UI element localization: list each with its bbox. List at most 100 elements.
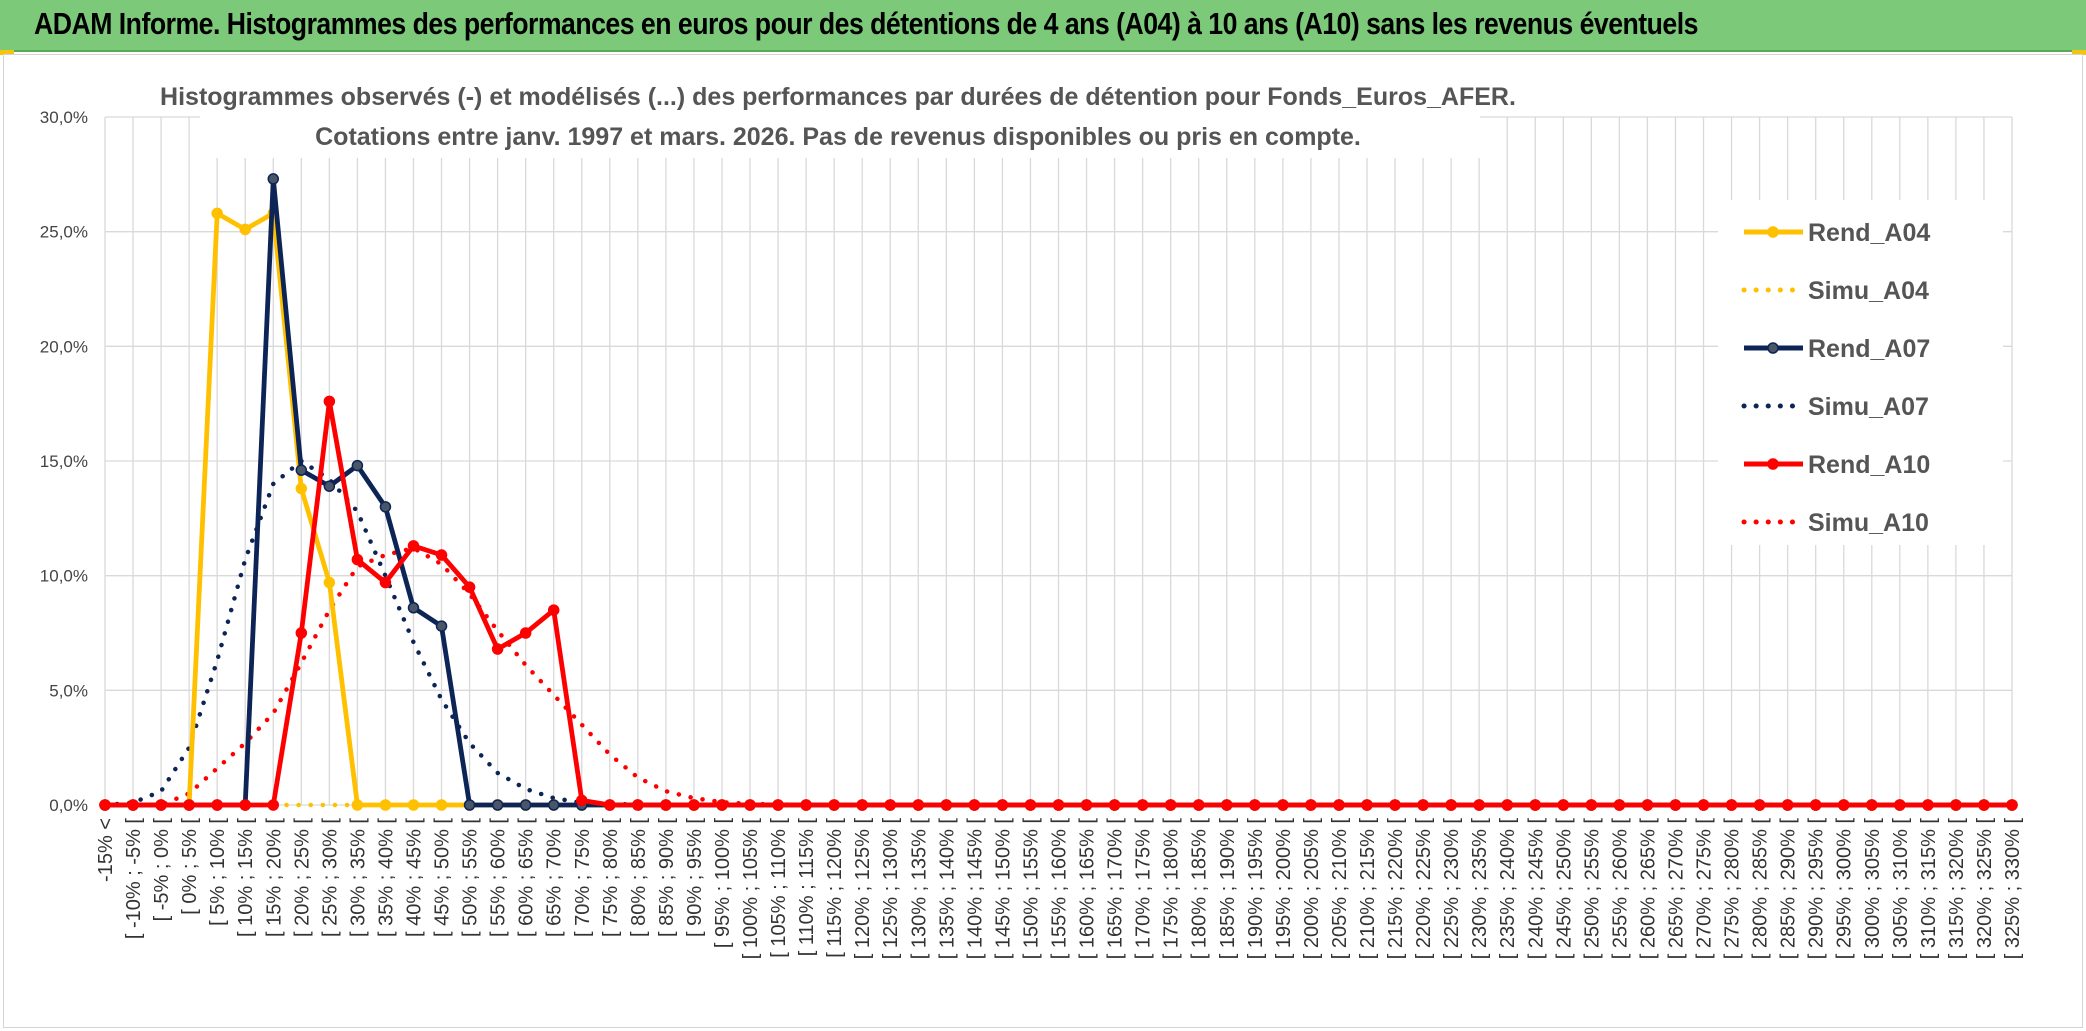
data-point: [1613, 799, 1626, 811]
data-point: [716, 799, 728, 811]
data-point: [1164, 799, 1177, 811]
data-point: [351, 799, 364, 811]
x-tick-label: [ 125% ; 130% [: [880, 818, 902, 960]
data-point: [239, 799, 251, 811]
y-tick-label: 0,0%: [49, 796, 88, 815]
data-point: [407, 602, 420, 614]
x-tick-label: [ 105% ; 110% [: [768, 818, 790, 958]
data-point: [211, 207, 223, 220]
x-tick-label: [ 110% ; 115% [: [796, 818, 818, 957]
data-point: [435, 549, 448, 561]
data-point: [884, 799, 896, 811]
x-tick-label: [ -10% ; -5% [: [123, 818, 145, 940]
x-tick-label: [ 275% ; 280% [: [1722, 818, 1744, 960]
x-tick-label: [ 95% ; 100% [: [712, 818, 734, 949]
data-point: [996, 799, 1009, 811]
data-point: [267, 799, 280, 811]
y-tick-label: 20,0%: [40, 337, 88, 356]
data-point: [295, 464, 308, 476]
x-tick-label: [ 85% ; 90% [: [656, 818, 678, 937]
data-point: [1585, 799, 1598, 811]
x-tick-label: [ 295% ; 300% [: [1834, 818, 1856, 960]
data-point: [1641, 799, 1654, 811]
data-point: [1809, 799, 1822, 811]
data-point: [660, 799, 672, 811]
x-tick-label: [ 65% ; 70% [: [544, 818, 566, 937]
x-tick-label: [ -5% ; 0% [: [151, 818, 173, 922]
data-point: [632, 799, 644, 811]
legend: Rend_A04 Simu_A04 Rend_A07 Simu_A07 Rend_A10…: [1718, 200, 2003, 545]
data-point: [1950, 799, 1962, 811]
x-tick-label: [ 130% ; 135% [: [908, 818, 930, 960]
x-tick-label: [ 325% ; 330% [: [2002, 818, 2024, 960]
x-tick-label: [ 0% ; 5% [: [179, 818, 201, 915]
legend-marker: [1767, 458, 1779, 470]
legend-marker: [1767, 226, 1779, 238]
x-tick-label: [ 250% ; 255% [: [1581, 818, 1603, 960]
data-point: [491, 643, 504, 655]
data-point: [1389, 799, 1401, 811]
data-point: [1221, 799, 1233, 811]
x-tick-label: [ 15% ; 20% [: [263, 818, 285, 937]
legend-label: Simu_A10: [1808, 509, 1929, 537]
x-tick-label: [ 45% ; 50% [: [432, 818, 454, 937]
data-point: [1136, 799, 1149, 811]
x-tick-label: [ 215% ; 220% [: [1385, 818, 1407, 960]
data-point: [940, 799, 953, 811]
data-point: [1417, 799, 1429, 811]
x-tick-label: [ 70% ; 75% [: [572, 818, 594, 937]
x-tick-label: [ 270% ; 275% [: [1694, 818, 1716, 960]
x-tick-label: [ 50% ; 55% [: [460, 818, 482, 937]
data-point: [688, 799, 700, 811]
data-point: [1249, 799, 1261, 811]
data-point: [379, 501, 392, 513]
corner-accent-right: [2072, 50, 2086, 55]
series-lines: [99, 173, 2018, 811]
x-tick-label: [ 180% ; 185% [: [1189, 818, 1211, 960]
data-point: [744, 799, 756, 811]
y-tick-label: 10,0%: [40, 567, 88, 586]
data-point: [1529, 799, 1541, 811]
data-point: [351, 553, 364, 566]
x-tick-label: [ 145% ; 150% [: [992, 818, 1014, 960]
data-point: [1024, 799, 1037, 811]
chart-title-line-2: Cotations entre janv. 1997 et mars. 2026…: [315, 123, 1361, 151]
data-point: [351, 459, 364, 472]
data-point: [127, 799, 139, 811]
banner-title: ADAM Informe. Histogrammes des performan…: [34, 6, 1698, 41]
y-tick-label: 15,0%: [40, 452, 88, 471]
data-point: [491, 799, 504, 811]
data-point: [1080, 799, 1093, 811]
data-point: [323, 480, 336, 492]
x-tick-label: [ 100% ; 105% [: [740, 818, 762, 960]
data-point: [856, 799, 868, 811]
x-tick-label: [ 245% ; 250% [: [1553, 818, 1575, 960]
x-tick-label: [ 240% ; 245% [: [1525, 818, 1547, 960]
data-point: [295, 627, 308, 639]
legend-marker: [1767, 342, 1779, 354]
chart-title: Histogrammes observés (-) et modélisés (…: [160, 78, 1516, 158]
x-tick-label: [ 310% ; 315% [: [1918, 818, 1940, 960]
x-tick-label: [ 155% ; 160% [: [1049, 818, 1071, 960]
data-point: [1669, 799, 1682, 811]
x-tick-label: [ 165% ; 170% [: [1105, 818, 1127, 960]
x-tick-label: [ 260% ; 265% [: [1637, 818, 1659, 960]
x-axis-ticks: -15% < [ -10% ; -5% [[ -5% ; 0% [[ 0% ; 5…: [95, 818, 2024, 960]
data-point: [1445, 799, 1457, 811]
x-tick-label: [ 20% ; 25% [: [291, 818, 313, 937]
x-tick-label: [ 210% ; 215% [: [1357, 818, 1379, 960]
data-point: [99, 799, 111, 811]
chart-title-line-1: Histogrammes observés (-) et modélisés (…: [160, 83, 1516, 111]
x-tick-label: [ 255% ; 260% [: [1609, 818, 1631, 960]
chart-frame: [3, 54, 2083, 1028]
data-point: [183, 799, 195, 811]
y-tick-label: 30,0%: [40, 108, 88, 127]
data-point: [1305, 799, 1317, 811]
x-tick-label: [ 305% ; 310% [: [1890, 818, 1912, 960]
data-point: [1837, 799, 1850, 811]
x-tick-label: [ 60% ; 65% [: [516, 818, 538, 937]
data-point: [1978, 799, 1990, 811]
data-point: [968, 799, 981, 811]
data-point: [407, 540, 420, 552]
legend-label: Rend_A04: [1808, 219, 1930, 247]
